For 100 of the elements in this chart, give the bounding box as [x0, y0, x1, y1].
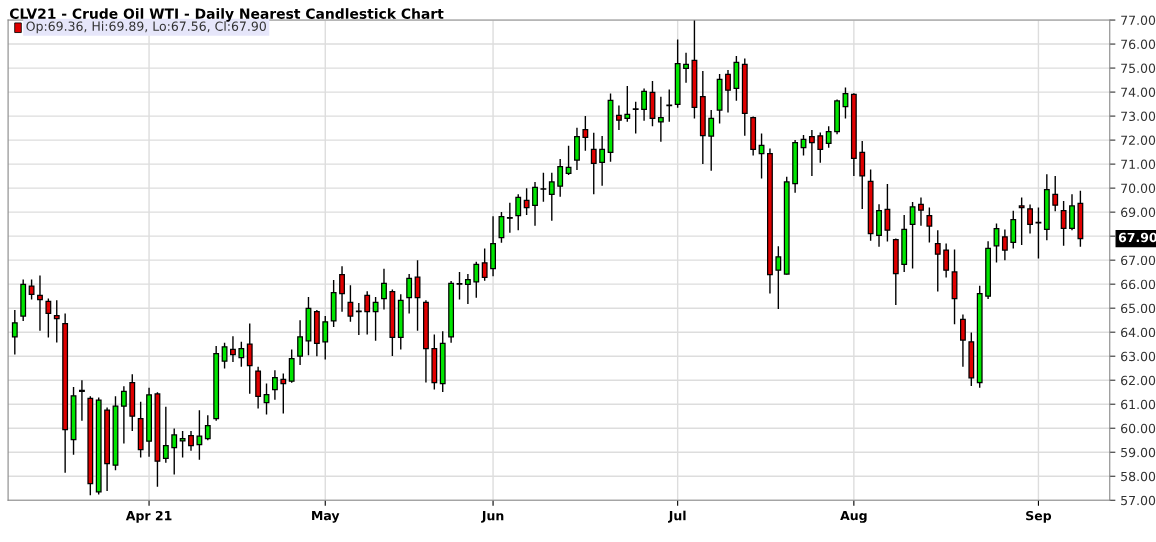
- candlestick: [1052, 175, 1059, 212]
- candlestick: [11, 309, 18, 356]
- candlestick: [1001, 228, 1008, 261]
- x-tick-label: Sep: [1026, 510, 1052, 523]
- candlestick: [632, 100, 639, 135]
- candlestick: [381, 268, 387, 311]
- y-tick-label: 58.00: [1121, 471, 1156, 482]
- candlestick: [53, 299, 60, 344]
- candlestick: [548, 172, 555, 222]
- y-tick-label: 59.00: [1121, 447, 1156, 458]
- y-tick-label: 62.00: [1121, 375, 1156, 386]
- y-tick-label: 63.00: [1121, 351, 1156, 362]
- x-tick-label: May: [312, 510, 340, 523]
- candlestick: [481, 247, 488, 282]
- y-tick-label: 76.00: [1121, 39, 1156, 49]
- candlestick: [557, 158, 564, 198]
- y-tick-label: 77.00: [1121, 15, 1156, 25]
- y-tick-label: 60.00: [1121, 423, 1156, 434]
- candlestick: [918, 196, 924, 227]
- candlestick: [372, 296, 379, 342]
- candlestick: [523, 187, 530, 216]
- candlestick: [1018, 196, 1025, 246]
- candlestick: [339, 265, 345, 313]
- candlestick: [943, 242, 950, 279]
- candlestick: [188, 430, 194, 452]
- candlestick: [406, 273, 413, 315]
- candlestick: [758, 132, 765, 180]
- candlestick: [179, 430, 186, 459]
- candlestick: [1010, 210, 1017, 250]
- candlestick: [615, 104, 622, 131]
- y-tick-label: 72.00: [1121, 135, 1156, 146]
- candlestick: [641, 87, 648, 122]
- candlestick: [666, 88, 673, 123]
- candlestick: [221, 342, 228, 370]
- candlestick: [775, 245, 782, 310]
- candlestick: [280, 372, 287, 415]
- candlestick: [246, 322, 253, 395]
- y-tick-label: 75.00: [1121, 63, 1156, 73]
- candlestick: [297, 319, 304, 366]
- y-tick-label: 74.00: [1121, 87, 1156, 98]
- y-tick-label: 67.00: [1121, 255, 1156, 266]
- candlestick: [171, 427, 178, 476]
- y-tick-label: 70.00: [1121, 183, 1156, 194]
- candlestick: [204, 414, 211, 441]
- candlestick: [196, 409, 203, 461]
- candlestick: [808, 129, 815, 177]
- candlestick: [271, 369, 278, 401]
- candlestick: [288, 348, 295, 384]
- candlestick: [37, 274, 43, 332]
- candlestick: [347, 284, 354, 323]
- y-tick-label: 66.00: [1121, 279, 1156, 290]
- annotation: Op:69.36, Hi:69.89, Lo:67.56, Cl:67.90: [26, 21, 266, 34]
- x-tick-label: Apr 21: [125, 510, 172, 523]
- candlestick: [540, 172, 547, 203]
- candlestick: [624, 85, 631, 123]
- candlestick: [599, 135, 606, 187]
- candlestick: [355, 302, 362, 336]
- candlestick: [565, 145, 572, 176]
- candlestick: [532, 181, 538, 227]
- candlestick: [1060, 200, 1067, 247]
- candlestick: [884, 183, 891, 243]
- chart-title: CLV21 - Crude Oil WTI - Daily Nearest Candlestick Chart: [9, 8, 444, 22]
- x-tick-label: Jul: [668, 510, 686, 523]
- candlestick: [959, 313, 966, 368]
- candlestick: [934, 229, 941, 293]
- candlestick: [45, 297, 52, 339]
- candlestick: [909, 201, 916, 270]
- x-tick-label: Aug: [840, 510, 867, 523]
- candlestick: [78, 379, 85, 422]
- y-tick-label: 61.00: [1121, 399, 1156, 410]
- candlestick: [1027, 203, 1033, 235]
- candlestick: [473, 261, 480, 299]
- candlestick: [825, 125, 832, 149]
- candlestick: [120, 385, 127, 445]
- candlestick: [817, 131, 824, 164]
- y-tick-label: 71.00: [1121, 159, 1156, 170]
- y-tick-label: 64.00: [1121, 327, 1156, 338]
- candlestick: [582, 115, 589, 152]
- candlestick: [238, 341, 245, 368]
- y-tick-label: 73.00: [1121, 111, 1156, 122]
- candlestick: [1035, 206, 1042, 260]
- y-tick-label: 65.00: [1121, 303, 1156, 314]
- candlestick: [364, 290, 371, 336]
- candlestick: [708, 109, 715, 172]
- candlestick: [859, 140, 866, 210]
- candlestick: [322, 315, 329, 361]
- candlestick: [515, 193, 522, 231]
- candlestick: [456, 271, 463, 301]
- y-tick-label: 69.00: [1121, 207, 1156, 218]
- y-tick-label: 57.00: [1121, 495, 1156, 506]
- candlestick: [230, 335, 236, 363]
- candlestick: [1069, 193, 1075, 231]
- candlestick: [414, 259, 421, 332]
- candlestick: [590, 131, 597, 196]
- candlestick: [657, 95, 664, 143]
- candlestick: [162, 406, 169, 464]
- candlestick: [464, 273, 471, 305]
- candlestick: [28, 278, 35, 301]
- candlestick: [506, 202, 513, 234]
- candlestick: [926, 206, 933, 244]
